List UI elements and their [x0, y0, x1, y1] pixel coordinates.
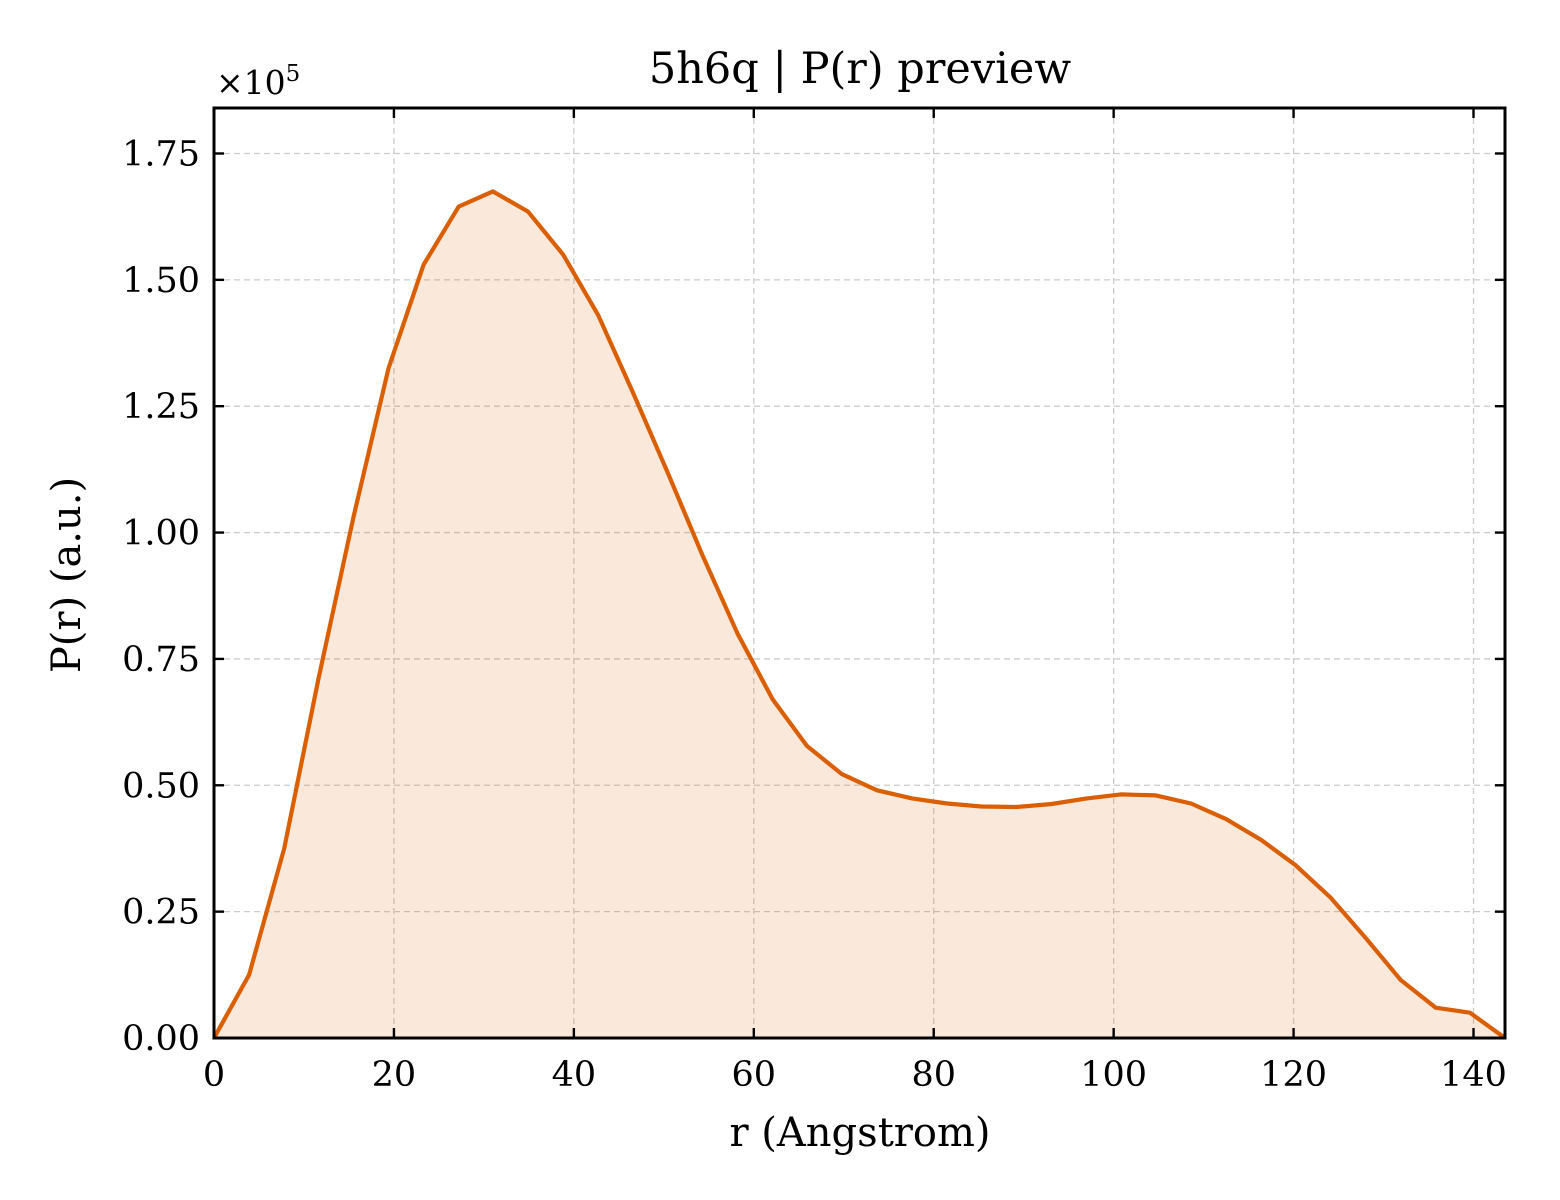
x-tick-label: 140: [1440, 1055, 1507, 1095]
pr-area-fill: [214, 191, 1505, 1038]
x-tick-label: 120: [1260, 1055, 1327, 1095]
y-tick-label: 1.75: [122, 134, 200, 174]
y-multiplier-exponent: 5: [286, 61, 301, 87]
pr-series-line: [212, 189, 1507, 1040]
x-tick-label: 40: [552, 1055, 597, 1095]
x-tick-label: 60: [732, 1055, 777, 1095]
y-tick-label: 1.25: [122, 387, 200, 427]
chart-title: 5h6q | P(r) preview: [649, 44, 1071, 94]
y-tick-label: 0.25: [122, 893, 200, 933]
plot-frame: [212, 106, 1507, 1040]
y-tick-label: 0.00: [122, 1019, 200, 1059]
y-multiplier-base: ×10: [216, 63, 286, 102]
tick-labels: 0 20 40 60 80 100 120 140 0.00 0.25 0.50 0.75 1.00 1.…: [122, 134, 1507, 1095]
y-tick-label: 0.75: [122, 640, 200, 680]
y-tick-label: 1.50: [122, 261, 200, 301]
x-tick-label: 0: [203, 1055, 225, 1095]
y-tick-label: 1.00: [122, 514, 200, 554]
x-tick-label: 20: [372, 1055, 417, 1095]
y-axis-multiplier: ×105: [216, 61, 300, 102]
x-tick-label: 100: [1080, 1055, 1147, 1095]
y-tick-label: 0.50: [122, 766, 200, 806]
grid: [213, 108, 1505, 1039]
y-axis-title: P(r) (a.u.): [44, 477, 90, 673]
x-tick-label: 80: [911, 1055, 956, 1095]
x-axis-title: r (Angstrom): [729, 1110, 990, 1156]
